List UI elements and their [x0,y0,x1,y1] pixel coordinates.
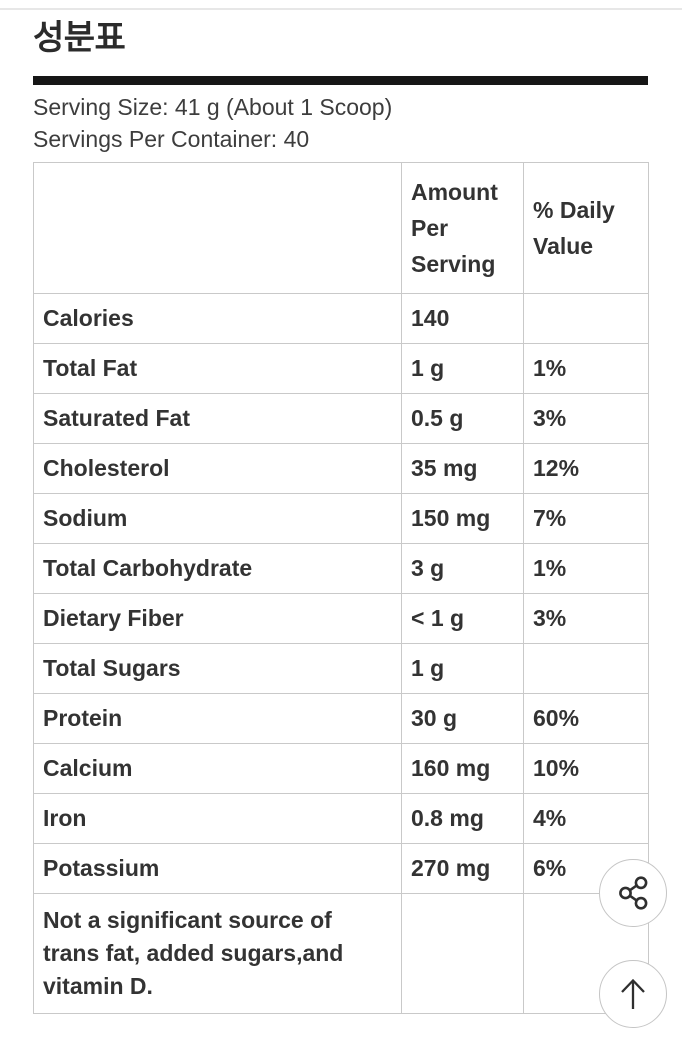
nutrition-table: Amount Per Serving % Daily Value Calorie… [33,162,649,1014]
row-label: Saturated Fat [33,393,402,444]
row-daily-value [523,643,649,694]
row-amount: 0.8 mg [401,793,524,844]
serving-size-text: Serving Size: 41 g (About 1 Scoop) [33,94,393,120]
thick-rule [33,76,648,85]
row-daily-value: 1% [523,343,649,394]
header-blank [33,162,402,294]
row-daily-value: 60% [523,693,649,744]
row-amount: 30 g [401,693,524,744]
row-daily-value: 12% [523,443,649,494]
row-daily-value: 1% [523,543,649,594]
row-amount: 0.5 g [401,393,524,444]
row-label: Calcium [33,743,402,794]
row-amount: 1 g [401,343,524,394]
table-row: Dietary Fiber < 1 g 3% [33,593,649,644]
row-daily-value [523,293,649,344]
servings-per-container-text: Servings Per Container: 40 [33,126,310,152]
share-button[interactable] [599,859,667,927]
table-row: Total Sugars 1 g [33,643,649,694]
nutrition-table-body: Calories 140 Total Fat 1 g 1% Saturated Fat 0.… [33,293,649,1014]
row-amount: 270 mg [401,843,524,894]
table-row: Total Carbohydrate 3 g 1% [33,543,649,594]
serving-info: Serving Size: 41 g (About 1 Scoop) Servi… [33,91,648,155]
row-amount: 150 mg [401,493,524,544]
row-amount: 35 mg [401,443,524,494]
row-label: Cholesterol [33,443,402,494]
row-label: Dietary Fiber [33,593,402,644]
row-daily-value: 4% [523,793,649,844]
header-daily-value: % Daily Value [523,162,649,294]
row-amount: 140 [401,293,524,344]
row-daily-value: 3% [523,393,649,444]
arrow-up-icon [615,976,651,1012]
row-label: Not a significant source of trans fat, a… [33,893,402,1014]
table-row: Cholesterol 35 mg 12% [33,443,649,494]
row-amount: < 1 g [401,593,524,644]
table-row: Calcium 160 mg 10% [33,743,649,794]
row-amount: 3 g [401,543,524,594]
row-label: Sodium [33,493,402,544]
header-row: Amount Per Serving % Daily Value [33,162,649,294]
row-label: Potassium [33,843,402,894]
row-label: Calories [33,293,402,344]
row-label: Total Fat [33,343,402,394]
row-daily-value: 3% [523,593,649,644]
table-row: Iron 0.8 mg 4% [33,793,649,844]
row-label: Protein [33,693,402,744]
header-amount-label: Amount Per Serving [411,179,498,277]
page-title: 성분표 [33,19,126,57]
scroll-to-top-button[interactable] [599,960,667,1028]
table-row: Not a significant source of trans fat, a… [33,893,649,1014]
row-label: Total Sugars [33,643,402,694]
table-row: Total Fat 1 g 1% [33,343,649,394]
share-nodes-icon [618,876,648,910]
table-row: Saturated Fat 0.5 g 3% [33,393,649,444]
row-label: Total Carbohydrate [33,543,402,594]
row-daily-value: 10% [523,743,649,794]
row-daily-value: 7% [523,493,649,544]
table-row: Potassium 270 mg 6% [33,843,649,894]
header-amount-per-serving: Amount Per Serving [401,162,524,294]
content-area: 성분표 Serving Size: 41 g (About 1 Scoop) S… [33,0,649,1014]
top-divider [0,8,682,10]
row-amount: 160 mg [401,743,524,794]
header-daily-value-label: % Daily Value [533,197,615,259]
table-row: Protein 30 g 60% [33,693,649,744]
row-amount [401,893,524,1014]
table-row: Sodium 150 mg 7% [33,493,649,544]
row-amount: 1 g [401,643,524,694]
table-row: Calories 140 [33,293,649,344]
row-label: Iron [33,793,402,844]
